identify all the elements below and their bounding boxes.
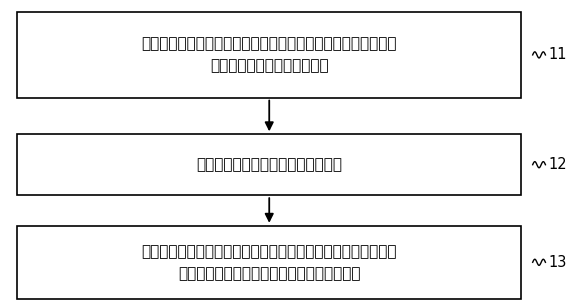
Text: 11: 11: [548, 47, 567, 63]
FancyBboxPatch shape: [17, 134, 521, 195]
Text: 获取设定时间段内空调器运行的实际制冷量和在设定时间段内空
调器所在房间的实际温度变化: 获取设定时间段内空调器运行的实际制冷量和在设定时间段内空 调器所在房间的实际温度…: [141, 36, 397, 74]
Text: 确定实际制冷量对应的参考温度变化: 确定实际制冷量对应的参考温度变化: [196, 157, 342, 172]
Text: 根据实际温度变化与实际制冷量对应的参考温度变化的比较结果
确定目标参数，控制空调器按照目标参数运行: 根据实际温度变化与实际制冷量对应的参考温度变化的比较结果 确定目标参数，控制空调…: [141, 244, 397, 281]
FancyBboxPatch shape: [17, 12, 521, 98]
Text: 13: 13: [548, 255, 567, 270]
Text: 12: 12: [548, 157, 567, 172]
FancyBboxPatch shape: [17, 226, 521, 299]
